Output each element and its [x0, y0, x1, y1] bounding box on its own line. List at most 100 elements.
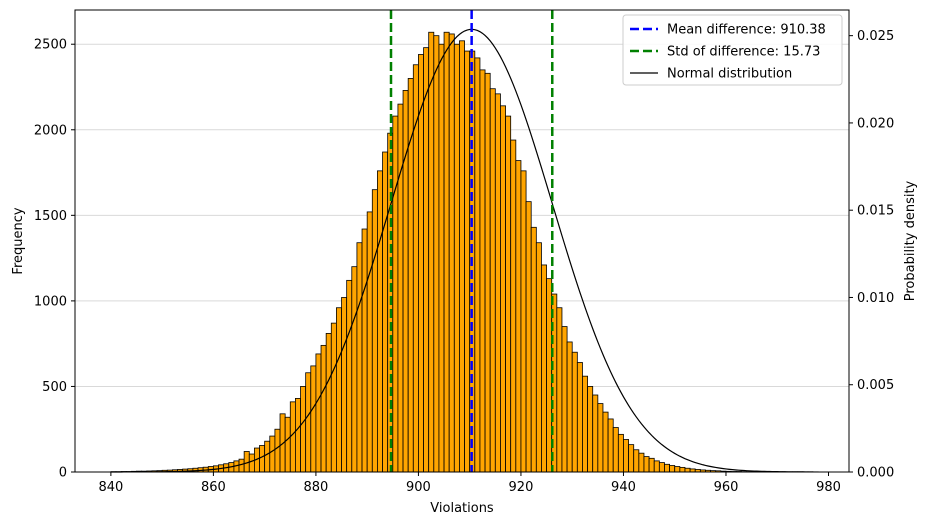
x-tick-label: 860 [201, 480, 226, 495]
histogram-bar [264, 440, 271, 473]
reference-lines [389, 10, 554, 472]
histogram-bar [602, 411, 609, 473]
normal-distribution-curve [110, 28, 814, 473]
histogram-bar [679, 466, 686, 473]
x-tick-label: 840 [98, 480, 123, 495]
histogram-bar [418, 54, 424, 473]
y-tick-label: 1500 [34, 209, 67, 224]
histogram-bar [295, 398, 301, 473]
legend-box [622, 14, 843, 86]
histogram-bar [474, 57, 481, 473]
histogram-bar [274, 428, 281, 473]
histogram-bar [479, 69, 486, 473]
histogram-bar [587, 386, 594, 473]
histogram-bar [238, 458, 245, 473]
histogram-bar [510, 139, 517, 473]
histogram-bar [612, 427, 619, 473]
histogram-bar [489, 88, 496, 473]
histogram-bar [412, 64, 419, 473]
histogram-bar [530, 226, 537, 473]
x-tick-label: 980 [816, 480, 841, 495]
histogram-bar [356, 242, 363, 473]
x-tick-label: 940 [611, 480, 636, 495]
histogram-bar [648, 457, 655, 473]
histogram-bar [269, 435, 276, 473]
y2-tick-label: 0.020 [857, 116, 894, 131]
histogram-bar [535, 242, 542, 473]
normal-curve-layer [110, 28, 814, 473]
plot-frame [74, 9, 850, 473]
histogram-bar [520, 170, 527, 473]
histogram-bar [336, 307, 342, 473]
legend: Mean difference: 910.38 Std of differenc… [622, 14, 843, 86]
histogram-bar [248, 453, 255, 473]
histogram-bar [500, 105, 506, 473]
histogram-bar [633, 449, 640, 473]
histogram-bar [684, 467, 691, 473]
histogram-bar [664, 463, 670, 473]
x-axis-label: Violations [430, 501, 494, 516]
histogram-bar [402, 90, 409, 473]
histogram-bar [459, 40, 465, 473]
histogram-bar [341, 297, 348, 473]
x-tick-label: 920 [509, 480, 534, 495]
histogram-bar [582, 375, 588, 473]
y-tick-label: 500 [42, 380, 67, 395]
histogram-bar [305, 372, 312, 473]
histogram-bar [607, 418, 614, 473]
histogram-bar [546, 278, 553, 473]
y2-tick-label: 0.005 [857, 378, 894, 393]
legend-normal-label: Normal distribution [667, 67, 792, 82]
y-tick-label: 2000 [34, 123, 67, 138]
legend-std-label: Std of difference: 15.73 [667, 45, 820, 60]
histogram-bar [289, 401, 296, 473]
histogram-bar [494, 93, 501, 473]
histogram-bar [597, 403, 604, 473]
histogram-bar [505, 115, 512, 473]
histogram-bar [669, 465, 676, 473]
histogram-bar [453, 43, 460, 473]
histogram-bar [464, 50, 471, 473]
y2-tick-label: 0.025 [857, 29, 894, 44]
histogram-bar [623, 439, 629, 473]
histogram-bar [433, 35, 440, 473]
histogram-bar [525, 201, 532, 473]
histogram-bar [377, 170, 383, 473]
histogram-bar [658, 462, 665, 473]
y-tick-label: 2500 [34, 38, 67, 53]
histogram-bar [448, 33, 455, 473]
histogram-bar [438, 43, 445, 473]
histogram-bar [392, 115, 399, 473]
histogram-bar [310, 365, 317, 473]
histogram-bar [361, 228, 368, 473]
histogram-bar [556, 307, 563, 473]
histogram-bar [484, 72, 491, 473]
histogram-bar [428, 31, 435, 473]
x-tick-label: 960 [714, 480, 739, 495]
x-tick-label: 880 [303, 480, 328, 495]
histogram-bar [351, 266, 358, 473]
y2-axis-label: Probability density [903, 180, 918, 301]
y2-tick-label: 0.010 [857, 291, 894, 306]
histogram-bar [320, 344, 327, 473]
histogram-bar [346, 279, 353, 473]
histogram-bar [643, 456, 650, 473]
legend-mean-label: Mean difference: 910.38 [667, 23, 826, 38]
histogram-bar [515, 160, 522, 473]
histogram-bar [443, 31, 450, 473]
histogram-bar [653, 460, 660, 473]
y2-tick-label: 0.000 [857, 466, 894, 481]
histogram-bar [284, 416, 291, 473]
ticks: 840 860 880 900 920 940 960 980 0 500 1000 1500 2000… [34, 29, 894, 495]
y2-tick-label: 0.015 [857, 204, 894, 219]
histogram-bar [561, 326, 568, 473]
histogram-bar [325, 332, 332, 473]
histogram-bar [300, 386, 307, 473]
y-tick-label: 0 [59, 466, 67, 481]
histogram-bar [674, 466, 681, 473]
histogram-bar [566, 341, 573, 473]
axes [74, 9, 850, 473]
x-tick-label: 900 [406, 480, 431, 495]
histogram-bar [371, 189, 378, 473]
